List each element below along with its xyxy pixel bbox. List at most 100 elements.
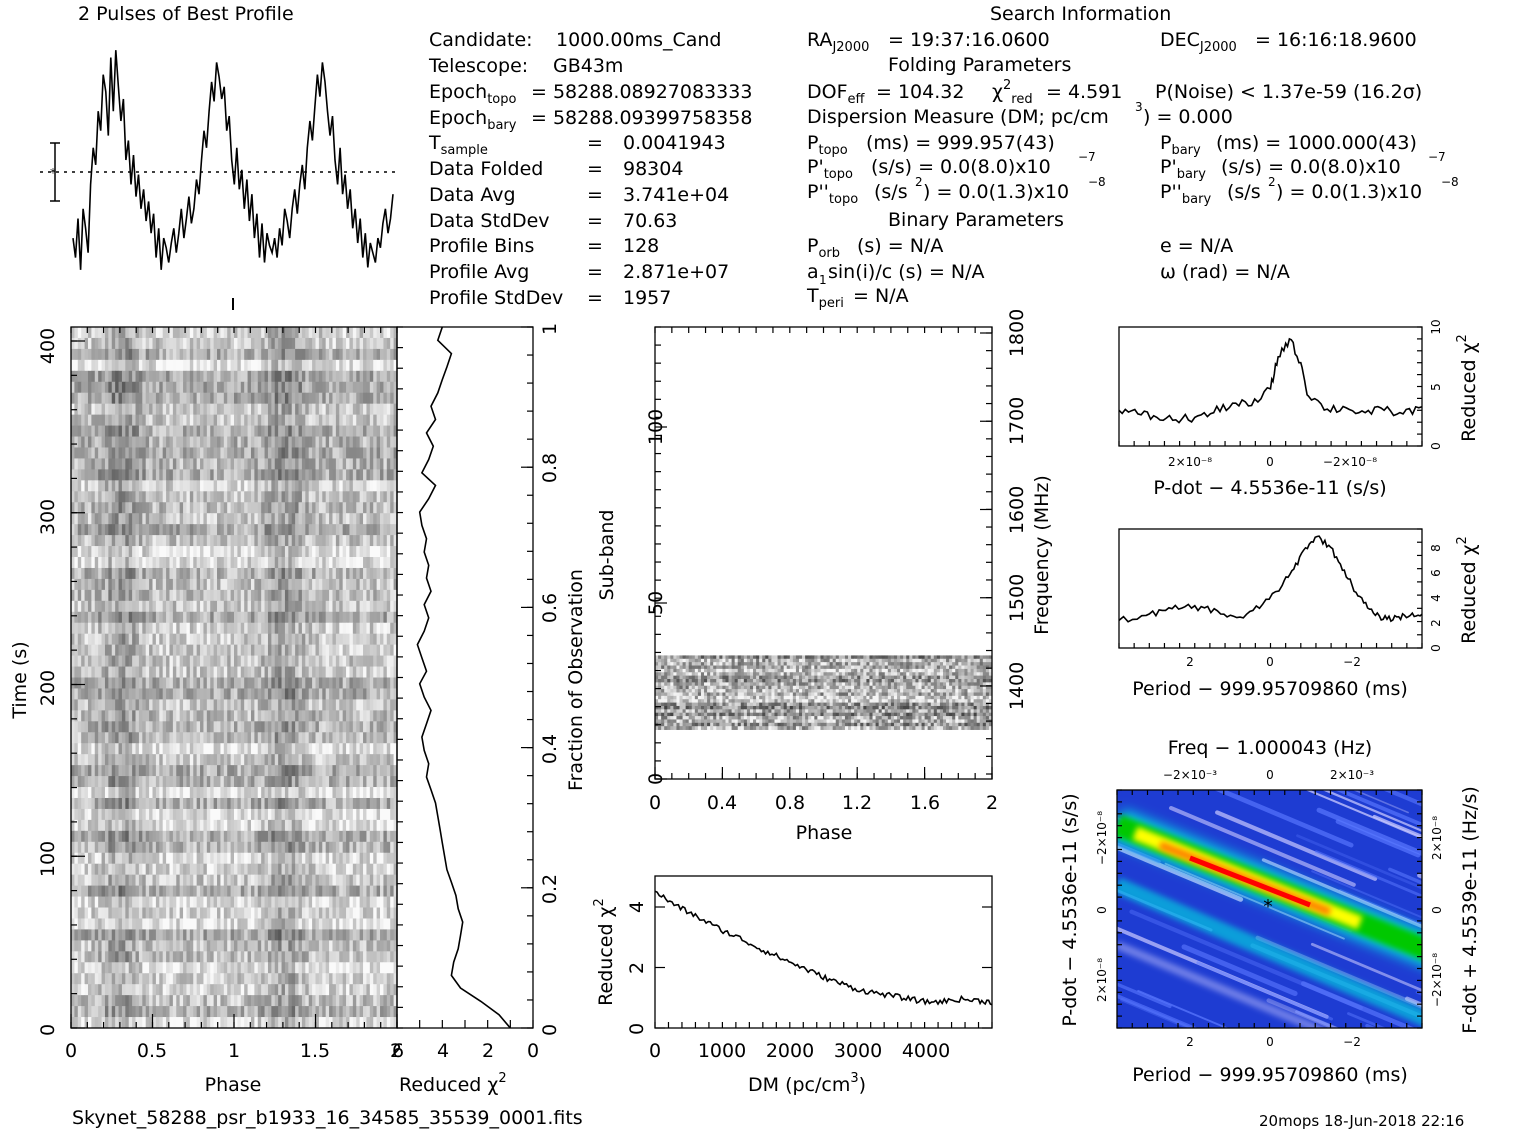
tp-cell	[152, 425, 157, 437]
tp-cell	[210, 469, 215, 481]
tp-cell	[94, 644, 99, 656]
tp-cell	[318, 567, 323, 580]
tp-cell	[352, 666, 357, 678]
tp-cell	[125, 425, 130, 437]
tp-cell	[380, 381, 384, 394]
tp-cell	[101, 776, 106, 788]
tp-cell	[227, 425, 232, 437]
tp-cell	[217, 776, 221, 788]
tp-cell	[223, 666, 228, 678]
tp-cell	[206, 414, 211, 426]
tp-cell	[325, 567, 330, 580]
tp-cell	[325, 765, 330, 777]
tp-cell	[98, 611, 102, 624]
tp-cell	[193, 841, 198, 854]
tp-cell	[254, 425, 259, 437]
tp-cell	[335, 677, 340, 689]
tp-cell	[274, 491, 279, 503]
tp-cell	[240, 622, 245, 635]
tp-cell	[237, 535, 242, 547]
tp-cell	[281, 436, 286, 448]
tp-cell	[305, 447, 310, 459]
tp-cell	[81, 491, 85, 503]
tp-cell	[206, 819, 211, 832]
tp-cell	[312, 732, 316, 744]
tp-cell	[363, 841, 367, 854]
tp-cell	[104, 589, 109, 602]
tp-cell	[369, 611, 374, 624]
tp-cell	[152, 830, 157, 843]
tp-cell	[193, 480, 198, 492]
tp-cell	[308, 732, 313, 744]
tp-cell	[111, 819, 116, 832]
tp-cell	[237, 546, 242, 558]
tp-cell	[189, 327, 194, 339]
tp-cell	[115, 392, 119, 405]
tp-cell	[325, 732, 330, 744]
tp-cell	[325, 513, 330, 525]
tp-cell	[121, 348, 126, 361]
tp-cell	[118, 776, 123, 788]
tp-cell	[193, 513, 198, 525]
tp-cell	[234, 403, 238, 416]
tp-cell	[271, 808, 276, 821]
tp-cell	[128, 699, 133, 711]
tp-cell	[210, 754, 215, 766]
tp-cell	[220, 765, 225, 777]
tp-cell	[383, 425, 388, 437]
tp-cell	[159, 841, 164, 854]
tp-cell	[145, 578, 150, 591]
tp-cell	[257, 732, 262, 744]
tp-cell	[132, 765, 136, 777]
tp-cell	[380, 797, 384, 810]
tp-cell	[281, 567, 286, 580]
tp-cell	[213, 469, 218, 481]
tp-cell	[189, 644, 194, 656]
tp-cell	[118, 557, 123, 569]
tp-cell	[308, 425, 313, 437]
tp-cell	[203, 524, 208, 536]
tp-cell	[176, 502, 181, 514]
tp-cell	[176, 710, 181, 722]
tp-cell	[142, 535, 147, 547]
tp-cell	[240, 666, 245, 678]
tp-cell	[274, 754, 279, 766]
tp-cell	[315, 403, 320, 416]
tp-cell	[71, 337, 75, 350]
tp-cell	[329, 480, 333, 492]
tp-cell	[376, 754, 381, 766]
tp-cell	[383, 732, 388, 744]
tp-cell	[77, 633, 82, 646]
tp-cell	[94, 447, 99, 459]
tp-cell	[278, 436, 282, 448]
tp-cell	[145, 491, 150, 503]
tp-cell	[230, 655, 235, 667]
tp-cell	[250, 743, 255, 755]
tp-cell	[284, 699, 289, 711]
tp-cell	[312, 403, 316, 416]
tp-cell	[288, 557, 293, 569]
tp-cell	[84, 600, 89, 613]
tp-cell	[169, 743, 174, 755]
tp-cell	[295, 337, 299, 350]
tp-cell	[308, 754, 313, 766]
tp-cell	[213, 403, 218, 416]
tp-cell	[196, 535, 201, 547]
tp-cell	[329, 677, 333, 689]
tp-cell	[186, 611, 191, 624]
tp-cell	[104, 787, 109, 799]
tp-cell	[111, 776, 116, 788]
tp-cell	[318, 787, 323, 799]
tp-cell	[91, 830, 96, 843]
tp-cell	[227, 874, 232, 887]
tp-cell	[179, 502, 184, 514]
tp-cell	[325, 644, 330, 656]
tp-cell	[257, 666, 262, 678]
tp-cell	[77, 480, 82, 492]
tp-cell	[172, 381, 177, 394]
tp-cell	[115, 359, 119, 372]
tp-cell	[264, 644, 269, 656]
tp-cell	[223, 797, 228, 810]
tp-cell	[128, 436, 133, 448]
tp-cell	[121, 688, 126, 700]
